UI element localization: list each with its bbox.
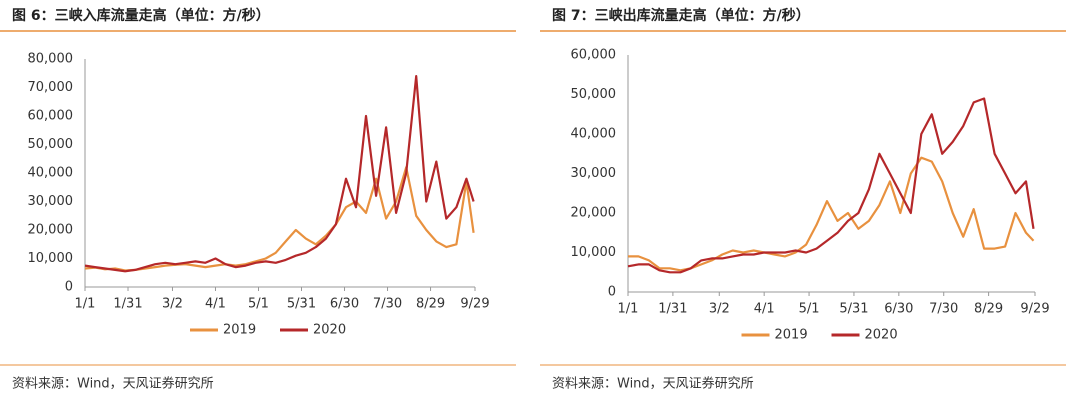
y-tick-label: 10,000 [28,251,74,266]
series-line [84,166,475,272]
y-tick-label: 60,000 [571,48,617,63]
y-tick-label: 50,000 [571,87,617,102]
source: 资料来源：Wind，天风证券研究所 [12,376,214,392]
x-tick-label: 5/31 [287,297,316,312]
x-tick-label: 8/29 [974,302,1003,317]
x-tick-label: 5/1 [248,297,269,312]
y-tick-label: 60,000 [28,109,74,124]
source: 资料来源：Wind，天风证券研究所 [552,376,754,392]
x-tick-label: 6/30 [884,302,913,317]
x-tick-label: 6/30 [330,297,359,312]
x-tick-label: 4/1 [754,302,775,317]
x-tick-label: 4/1 [205,297,226,312]
y-tick-label: 40,000 [571,127,617,142]
y-tick-label: 30,000 [571,166,617,181]
x-tick-label: 9/29 [460,297,489,312]
y-tick-label: 0 [608,285,616,300]
series-line [84,75,475,273]
x-tick-label: 1/1 [618,302,639,317]
y-tick-label: 20,000 [571,206,617,221]
x-tick-label: 9/29 [1020,302,1049,317]
y-tick-label: 20,000 [28,223,74,238]
chart-title: 图 6：三峡入库流量走高（单位：方/秒） [12,7,270,24]
x-tick-label: 1/31 [658,302,687,317]
y-tick-label: 0 [65,280,73,295]
legend-label: 2019 [223,323,256,338]
x-tick-label: 1/1 [75,297,96,312]
x-tick-label: 8/29 [416,297,445,312]
x-tick-label: 1/31 [113,297,142,312]
x-tick-label: 5/1 [799,302,820,317]
x-tick-label: 7/30 [373,297,402,312]
x-tick-label: 3/2 [162,297,183,312]
y-tick-label: 80,000 [28,52,74,67]
x-tick-label: 5/31 [839,302,868,317]
legend-label: 2020 [313,323,346,338]
x-tick-label: 3/2 [709,302,730,317]
series-line [628,156,1035,272]
series-line [627,97,1035,274]
y-tick-label: 10,000 [571,245,617,260]
y-tick-label: 30,000 [28,194,74,209]
y-tick-label: 70,000 [28,80,74,95]
legend-label: 2019 [775,328,808,343]
legend-label: 2020 [865,328,898,343]
y-tick-label: 40,000 [28,166,74,181]
chart-title: 图 7：三峡出库流量走高（单位：方/秒） [552,7,810,24]
x-tick-label: 7/30 [929,302,958,317]
y-tick-label: 50,000 [28,137,74,152]
